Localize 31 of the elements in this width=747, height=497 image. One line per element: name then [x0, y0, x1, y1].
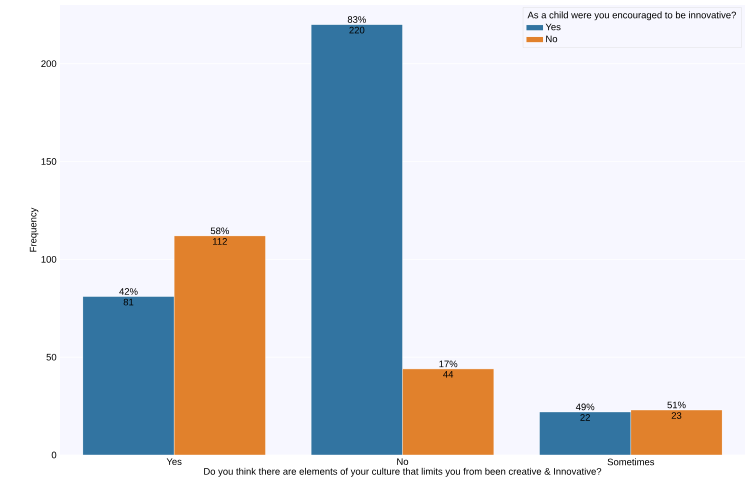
data-label: 44	[443, 371, 454, 378]
data-label: 81	[124, 298, 134, 306]
bar	[402, 368, 494, 455]
annotation: 83%	[348, 16, 366, 23]
x-tick-label: No	[397, 458, 408, 465]
annotation: 51%	[667, 402, 686, 408]
x-tick-label: Sometimes	[608, 458, 654, 466]
data-label: 220	[349, 26, 364, 34]
annotation: 58%	[210, 227, 229, 234]
y-tick-label: 0	[52, 452, 56, 458]
x-tick-label: Yes	[166, 458, 182, 465]
y-axis-title: Frequency	[30, 208, 38, 252]
annotation: 17%	[439, 360, 458, 368]
x-axis-title: Do you think there are elements of your culture that limits you from been creative & Innovative?	[204, 468, 602, 477]
bar	[82, 296, 174, 455]
y-tick-label: 50	[46, 354, 56, 361]
bar	[174, 236, 266, 455]
legend-label: Yes	[546, 24, 561, 30]
y-tick-label: 200	[41, 60, 56, 68]
legend-title: As a child were you encouraged to be innovative?	[528, 11, 736, 20]
annotation: 42%	[119, 288, 138, 295]
annotation: 49%	[576, 404, 594, 410]
bar	[630, 410, 722, 455]
data-label: 112	[213, 238, 227, 245]
bar	[539, 412, 632, 455]
data-label: 23	[672, 412, 682, 419]
y-tick-label: 150	[42, 158, 56, 165]
y-tick-label: 100	[42, 256, 56, 263]
legend-label: No	[546, 36, 558, 42]
data-label: 22	[580, 414, 590, 421]
bar	[310, 24, 403, 455]
